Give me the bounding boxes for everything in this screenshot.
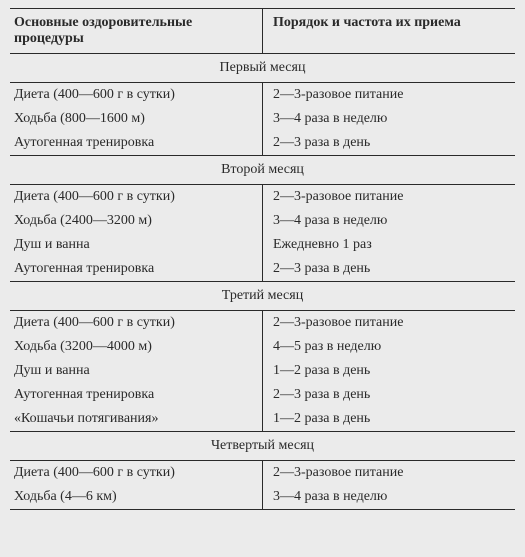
cell-procedure: Диета (400—600 г в сутки) [10, 185, 263, 210]
section-header-row: Первый месяц [10, 54, 515, 83]
header-col-frequency: Порядок и частота их приема [263, 9, 516, 54]
table-row: Аутогенная тренировка2—3 раза в день [10, 383, 515, 407]
cell-frequency: 4—5 раз в неделю [263, 335, 516, 359]
cell-frequency: 3—4 раза в неделю [263, 107, 516, 131]
table-row: Ходьба (4—6 км)3—4 раза в неделю [10, 485, 515, 510]
section-title: Третий месяц [10, 282, 515, 311]
cell-procedure: Диета (400—600 г в сутки) [10, 311, 263, 336]
table-body: Первый месяцДиета (400—600 г в сутки)2—3… [10, 54, 515, 510]
table-row: Диета (400—600 г в сутки)2—3-разовое пит… [10, 461, 515, 486]
cell-frequency: 3—4 раза в неделю [263, 485, 516, 510]
cell-frequency: 2—3-разовое питание [263, 461, 516, 486]
section-title: Второй месяц [10, 156, 515, 185]
table-header-row: Основные оздоровительные процедуры Поряд… [10, 9, 515, 54]
section-header-row: Второй месяц [10, 156, 515, 185]
table-row: Диета (400—600 г в сутки)2—3-разовое пит… [10, 83, 515, 108]
table-row: Диета (400—600 г в сутки)2—3-разовое пит… [10, 311, 515, 336]
cell-frequency: 2—3-разовое питание [263, 311, 516, 336]
table-row: Ходьба (2400—3200 м)3—4 раза в неделю [10, 209, 515, 233]
table-row: Душ и ваннаЕжедневно 1 раз [10, 233, 515, 257]
cell-frequency: 2—3-разовое питание [263, 83, 516, 108]
cell-procedure: Диета (400—600 г в сутки) [10, 461, 263, 486]
cell-procedure: Душ и ванна [10, 359, 263, 383]
cell-procedure: Аутогенная тренировка [10, 131, 263, 156]
cell-procedure: Ходьба (3200—4000 м) [10, 335, 263, 359]
table-row: Диета (400—600 г в сутки)2—3-разовое пит… [10, 185, 515, 210]
cell-procedure: Ходьба (2400—3200 м) [10, 209, 263, 233]
section-title: Четвертый месяц [10, 432, 515, 461]
cell-procedure: Аутогенная тренировка [10, 383, 263, 407]
section-header-row: Третий месяц [10, 282, 515, 311]
cell-procedure: Ходьба (4—6 км) [10, 485, 263, 510]
cell-frequency: 2—3 раза в день [263, 131, 516, 156]
cell-procedure: Душ и ванна [10, 233, 263, 257]
cell-procedure: Диета (400—600 г в сутки) [10, 83, 263, 108]
cell-frequency: 1—2 раза в день [263, 407, 516, 432]
cell-frequency: 1—2 раза в день [263, 359, 516, 383]
table-row: Душ и ванна1—2 раза в день [10, 359, 515, 383]
table-row: Аутогенная тренировка2—3 раза в день [10, 257, 515, 282]
cell-procedure: Ходьба (800—1600 м) [10, 107, 263, 131]
cell-procedure: «Кошачьи потягивания» [10, 407, 263, 432]
section-header-row: Четвертый месяц [10, 432, 515, 461]
cell-frequency: 3—4 раза в неделю [263, 209, 516, 233]
cell-frequency: 2—3 раза в день [263, 257, 516, 282]
cell-frequency: Ежедневно 1 раз [263, 233, 516, 257]
table-row: Ходьба (800—1600 м)3—4 раза в неделю [10, 107, 515, 131]
header-col-procedures: Основные оздоровительные процедуры [10, 9, 263, 54]
section-title: Первый месяц [10, 54, 515, 83]
table-row: Аутогенная тренировка2—3 раза в день [10, 131, 515, 156]
table-row: Ходьба (3200—4000 м)4—5 раз в неделю [10, 335, 515, 359]
cell-frequency: 2—3-разовое питание [263, 185, 516, 210]
cell-procedure: Аутогенная тренировка [10, 257, 263, 282]
health-procedures-table: Основные оздоровительные процедуры Поряд… [10, 8, 515, 510]
cell-frequency: 2—3 раза в день [263, 383, 516, 407]
table-row: «Кошачьи потягивания»1—2 раза в день [10, 407, 515, 432]
